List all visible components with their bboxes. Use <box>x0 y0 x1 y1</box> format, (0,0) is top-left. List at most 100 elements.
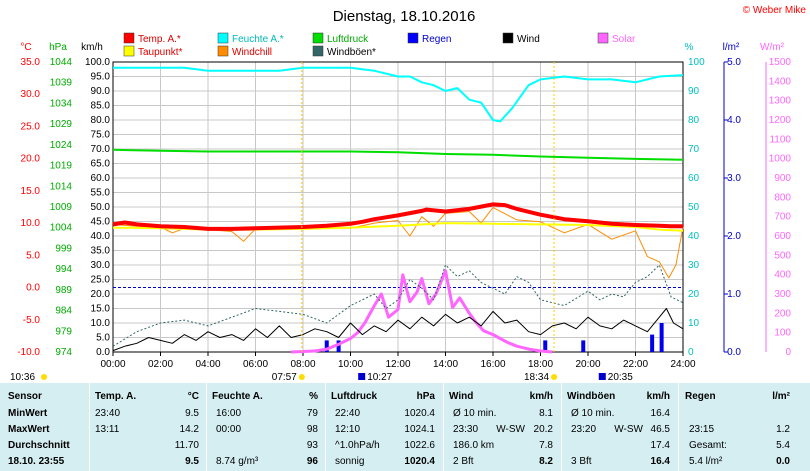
hum-time-0: 16:00 <box>216 408 242 419</box>
rain-text-2: Gesamt: <box>689 440 727 451</box>
x-tick-10: 20:00 <box>575 359 600 370</box>
rain-bar-0 <box>324 340 329 352</box>
humidity-tick-0: 0 <box>688 347 694 358</box>
legend-swatch-3 <box>217 45 229 57</box>
gust-val-2: 17.4 <box>650 440 670 451</box>
humidity-tick-2: 20 <box>688 289 700 300</box>
pressure-tick-1: 979 <box>55 326 72 337</box>
legend-label-0: Temp. A.* <box>138 34 181 45</box>
sun-marker-dot-0 <box>298 374 305 380</box>
humidity-tick-6: 60 <box>688 173 700 184</box>
temp-tick-5: 15.0 <box>21 186 41 197</box>
wind-text-2: 186.0 km <box>453 440 495 451</box>
legend-label-4: Luftdruck <box>327 34 369 45</box>
humidity-tick-1: 10 <box>688 318 700 329</box>
wind-tick-4: 20.0 <box>91 289 111 300</box>
th-temp: Temp. A. <box>95 391 137 402</box>
weather-chart: Dienstag, 18.10.2016 © Weber Mike °C hPa… <box>10 5 807 383</box>
series-line-4 <box>112 148 684 161</box>
table-separator-3 <box>443 383 444 471</box>
hum-time-3: 8.74 g/m³ <box>216 456 259 467</box>
x-tick-0: 00:00 <box>100 359 125 370</box>
x-tick-8: 16:00 <box>480 359 505 370</box>
humidity-tick-3: 30 <box>688 260 700 271</box>
temp-val-3: 9.5 <box>185 456 199 467</box>
temp-tick-9: 35.0 <box>21 57 41 68</box>
rain-val-1: 1.2 <box>776 424 790 435</box>
pressure-tick-3: 989 <box>55 285 72 296</box>
hum-val-1: 98 <box>306 424 318 435</box>
wind-tick-11: 55.0 <box>91 188 111 199</box>
x-tick-12: 24:00 <box>670 359 695 370</box>
moon-marker-label-0: 10:27 <box>367 372 392 383</box>
legend-swatch-2 <box>217 32 229 44</box>
press-time-3: sonnig <box>335 456 365 467</box>
humidity-tick-7: 70 <box>688 144 700 155</box>
humidity-tick-10: 100 <box>688 57 705 68</box>
x-tick-5: 10:00 <box>338 359 363 370</box>
rain-bar-1 <box>336 340 341 352</box>
th-gust-unit: km/h <box>646 391 670 402</box>
wind-text-0: Ø 10 min. <box>453 408 497 419</box>
pressure-tick-6: 1004 <box>50 223 73 234</box>
temp-time-0: 23:40 <box>95 408 121 419</box>
x-tick-7: 14:00 <box>433 359 458 370</box>
th-sensor: Sensor <box>8 391 42 402</box>
chart-title: Dienstag, 18.10.2016 <box>333 8 476 25</box>
solar-tick-15: 1500 <box>769 57 792 68</box>
solar-tick-0: 0 <box>785 347 791 358</box>
gust-val-3: 16.4 <box>650 456 670 467</box>
unit-wind: km/h <box>81 42 103 53</box>
summary-table: Sensor Temp. A. °C Feuchte A.% Luftdruck hPa W… <box>0 383 810 471</box>
press-val-1: 1024.1 <box>404 424 435 435</box>
press-time-0: 22:40 <box>335 408 361 419</box>
wind-tick-19: 95.0 <box>91 72 111 83</box>
unit-rain: l/m² <box>723 42 740 53</box>
press-time-2: ^1.0hPa/h <box>335 440 380 451</box>
wind-text-1: 23:30 <box>453 424 479 435</box>
rain-tick-2: 2.0 <box>727 231 741 242</box>
th-press-unit: hPa <box>416 391 435 402</box>
sun-marker-dot-1 <box>551 374 558 380</box>
th-rain-unit: l/m² <box>772 391 790 402</box>
solar-tick-12: 1200 <box>769 115 792 126</box>
solar-tick-1: 100 <box>774 328 791 339</box>
pressure-tick-2: 984 <box>55 306 72 317</box>
wind-tick-9: 45.0 <box>91 217 111 228</box>
wind-tick-8: 40.0 <box>91 231 111 242</box>
rain-tick-5: 5.0 <box>727 57 741 68</box>
wind-val-2: 7.8 <box>539 440 553 451</box>
wind-tick-2: 10.0 <box>91 318 111 329</box>
solar-tick-2: 200 <box>774 308 791 319</box>
row-label-0: MinWert <box>8 408 48 419</box>
solar-tick-9: 900 <box>774 173 791 184</box>
x-tick-9: 18:00 <box>528 359 553 370</box>
temp-tick-3: 5.0 <box>26 250 40 261</box>
plot-area <box>112 66 684 354</box>
temp-tick-4: 10.0 <box>21 218 41 229</box>
row-label-1: MaxWert <box>8 424 50 435</box>
unit-humidity: % <box>685 42 694 53</box>
copyright-label: © Weber Mike <box>743 5 807 16</box>
left-time-dot <box>41 374 47 380</box>
wind-tick-17: 85.0 <box>91 101 111 112</box>
legend-label-2: Feuchte A.* <box>232 34 284 45</box>
rain-val-2: 5.4 <box>776 440 790 451</box>
legend-label-6: Regen <box>422 34 451 45</box>
rain-tick-4: 4.0 <box>727 115 741 126</box>
gust-text-1: 23:20 <box>571 424 597 435</box>
rain-tick-1: 1.0 <box>727 289 741 300</box>
series-line-5 <box>112 264 684 347</box>
pressure-tick-11: 1029 <box>50 119 73 130</box>
wind-tick-10: 50.0 <box>91 202 111 213</box>
legend-swatch-0 <box>123 32 135 44</box>
unit-temp: °C <box>20 42 31 53</box>
legend-label-7: Wind <box>517 34 540 45</box>
wind-val-3: 8.2 <box>539 456 553 467</box>
legend-swatch-4 <box>312 32 324 44</box>
gust-val-1: 46.5 <box>650 424 670 435</box>
press-val-2: 1022.6 <box>404 440 435 451</box>
gust-dir-1: W-SW <box>614 424 643 435</box>
series-line-3 <box>113 66 684 123</box>
hum-time-1: 00:00 <box>216 424 242 435</box>
